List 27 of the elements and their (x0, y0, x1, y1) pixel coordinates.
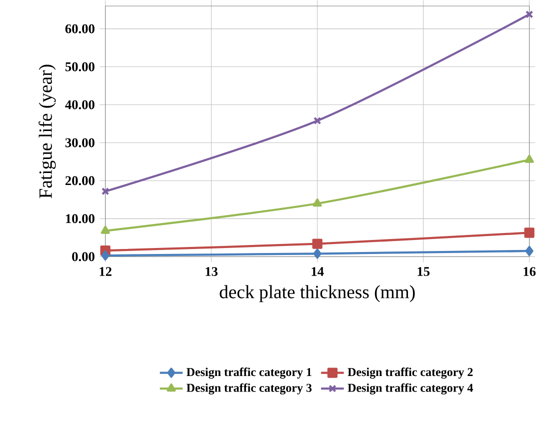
point (100, 226, 110, 234)
point (525, 246, 534, 256)
x-tick-label: 14 (312, 267, 324, 276)
point (313, 116, 322, 125)
x-tick-label: 13 (206, 267, 218, 276)
point (313, 248, 322, 259)
legend-label: Design traffic category 1 (186, 368, 312, 379)
point (312, 198, 322, 207)
point (524, 228, 534, 238)
y-tick-label: 10.00 (66, 214, 94, 224)
y-tick-label: 40.00 (65, 100, 94, 110)
legend-label: Design traffic category 3 (186, 383, 312, 394)
y-tick-label: 50.00 (65, 62, 94, 72)
y-tick-label: 30.00 (65, 138, 94, 148)
y-tick-label: 0.00 (72, 252, 94, 262)
x-tick-label: 12 (100, 267, 112, 276)
legend-label: Design traffic category 4 (348, 383, 473, 394)
y-axis-title: Fatigue life (year) (38, 64, 56, 198)
legend-label: Design traffic category 2 (348, 368, 473, 379)
point (101, 250, 110, 261)
y-tick-label: 60.00 (65, 24, 94, 34)
x-tick-label: 16 (524, 267, 536, 276)
x-axis-title: deck plate thickness (mm) (220, 285, 415, 302)
point (524, 154, 534, 163)
point (312, 238, 322, 249)
y-tick-label: 20.00 (66, 176, 94, 186)
x-tick-label: 15 (418, 267, 430, 276)
